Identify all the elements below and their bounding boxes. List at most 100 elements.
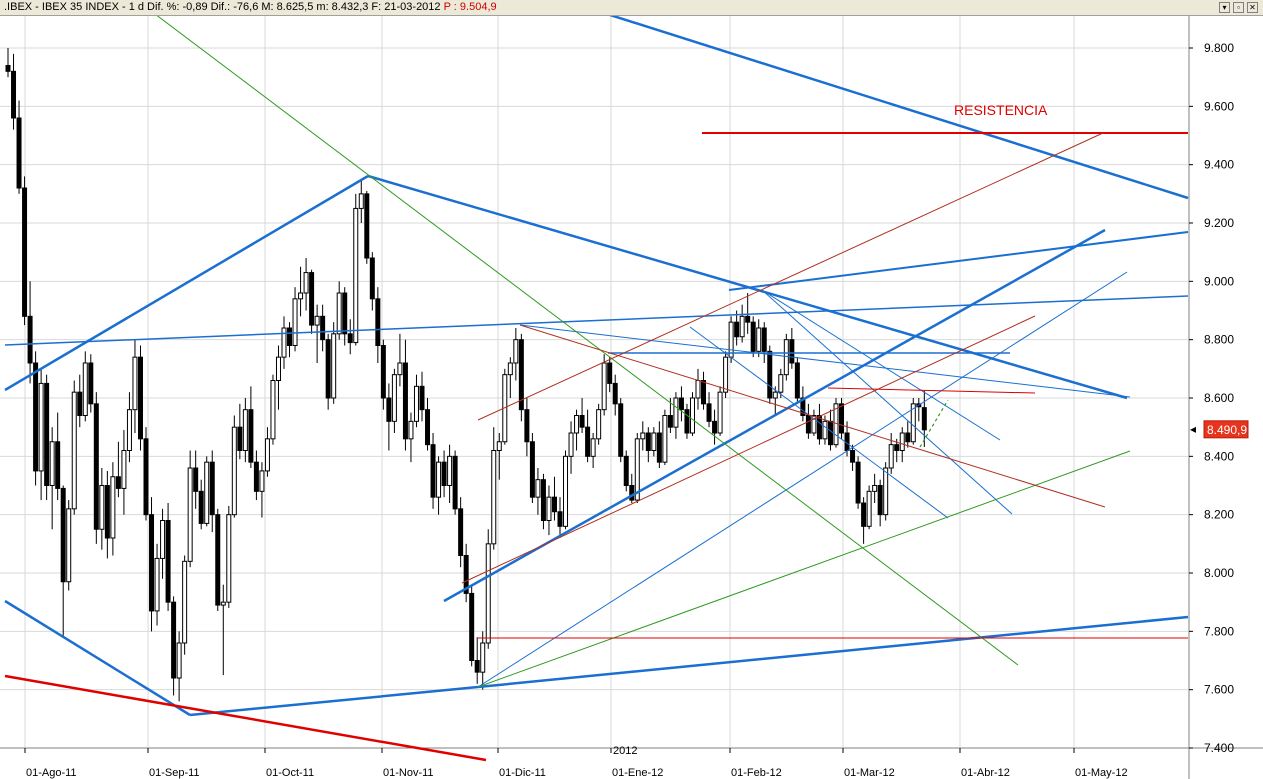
candle-body [877,485,883,516]
candle-body [645,432,651,451]
candle-body [182,560,188,644]
candle-body [734,321,740,338]
candle-body [507,362,513,376]
candle-body [143,438,149,516]
candle-body [496,441,502,451]
candle-body [364,193,370,259]
candle-body [408,420,414,440]
candle-body [33,362,39,472]
candle-body [634,438,640,501]
candle-body [673,397,679,428]
candle-body [783,339,789,376]
candle-body [380,345,386,399]
candle-body [480,642,486,673]
candle-body [215,514,221,606]
last-price-badge [1203,420,1249,439]
candle-body [353,207,359,344]
candle-body [546,496,552,521]
candle-body [209,461,215,516]
last-price-label: 8.490,9 [1207,423,1247,437]
x-tick-label: 01-May-12 [1075,767,1128,779]
candle-body [695,380,701,399]
candle-body [789,339,795,364]
y-tick-label: 9.000 [1204,274,1234,288]
trendline-blue-thin-1 [761,289,1001,441]
candle-body [369,257,375,300]
candle-body [905,432,911,443]
resistance-annotation: RESISTENCIA [954,102,1048,118]
candle-body [684,409,690,434]
candle-body [458,508,464,557]
candle-body [712,420,718,434]
candle-body [44,382,50,486]
candle-body [104,485,110,539]
candle-body [601,362,607,411]
candle-body [441,461,447,486]
candle-body [839,403,845,434]
candle-body [303,272,309,294]
candle-body [49,441,55,486]
candle-body [816,415,822,440]
candle-body [805,415,811,434]
candle-body [149,514,155,612]
candle-body [640,432,646,440]
y-tick-label: 9.400 [1204,158,1234,172]
candle-body [391,374,397,422]
candle-body [728,321,734,358]
candle-body [811,415,817,434]
candle-body [309,272,315,326]
candle-body [612,382,618,405]
minimize-button[interactable]: ▾ [1219,2,1230,13]
candle-body [154,557,160,612]
candle-body [264,438,270,472]
candle-body [850,450,856,463]
candle-body [237,426,243,451]
x-tick-label: 01-Sep-11 [149,767,200,779]
candle-body [248,409,254,463]
candle-body [888,444,894,469]
candle-body [717,391,723,434]
candle-body [800,397,806,416]
candle-body [336,292,342,335]
candle-body [171,601,177,679]
trendline-blue-thin-3 [477,271,1128,688]
candle-body [60,487,66,583]
candle-body [160,520,166,559]
candle-body [452,455,458,510]
candle-body [115,476,121,489]
candle-body [872,485,878,492]
trendline-red-short [827,387,1036,394]
trendline-blue-thin-2 [519,324,1131,398]
y-tick-label: 9.600 [1204,99,1234,113]
candlestick-chart: 7.400 7.600 7.800 8.000 8.200 8.400 8.600 8.800… [0,16,1263,779]
trendline-darkred-3 [519,324,1106,508]
candle-body [485,543,491,644]
candle-body [491,450,497,545]
candle-body [425,409,431,446]
candle-body [794,362,800,399]
close-button[interactable]: ✕ [1247,2,1258,13]
x-tick-label: 01-Dic-11 [499,767,546,779]
candle-body [894,444,900,451]
x-tick-label: 01-Ago-11 [26,767,77,779]
candle-body [529,441,535,498]
candle-body [899,432,905,451]
y-tick-label: 8.000 [1204,566,1234,580]
candle-body [11,70,17,119]
candle-body [596,409,602,440]
trendline-blue-thin-4 [689,326,949,519]
candle-body [320,315,326,341]
trendline-blue-base-2 [477,615,1189,689]
candle-body [402,362,408,440]
candle-body [778,374,784,393]
candle-body [259,470,265,492]
candle-body [242,409,248,451]
candle-body [772,391,778,399]
candle-body [121,450,127,489]
candle-body [750,321,756,352]
candle-body [99,485,105,530]
trendline-green-down [156,16,1019,666]
candle-body [745,315,751,323]
restore-button[interactable]: ▫ [1233,2,1244,13]
candle-body [540,479,546,521]
